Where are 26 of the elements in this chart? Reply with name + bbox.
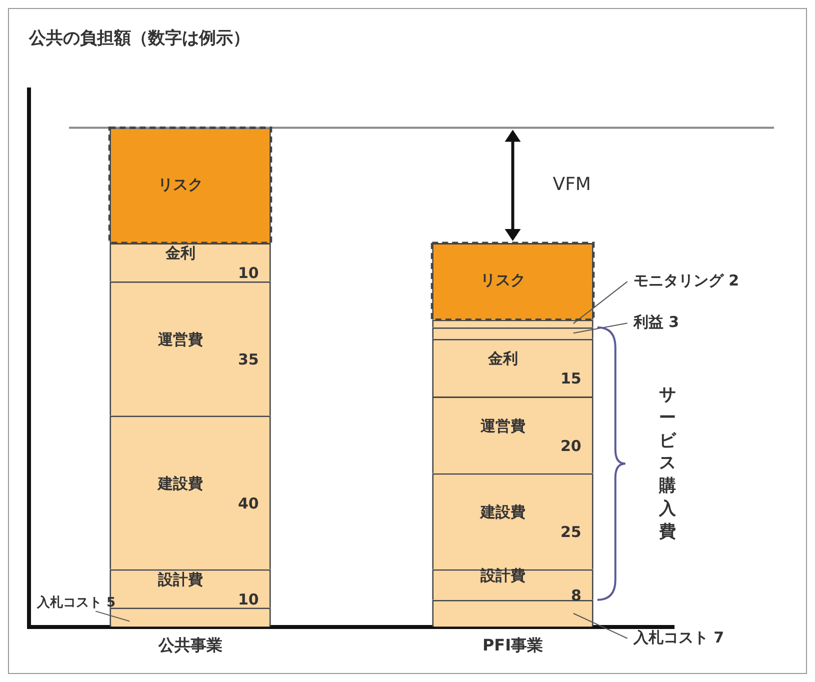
data-label: 10 — [238, 590, 259, 608]
text: 建設費 — [158, 474, 203, 492]
series-label: 運営費 — [479, 416, 526, 435]
annotation: VFM — [552, 174, 591, 196]
data-label: 25 — [560, 523, 582, 542]
series-label: 設計費 — [156, 570, 203, 588]
data-label: 10 — [238, 264, 259, 282]
data-label: 8 — [570, 586, 582, 604]
text: リスク — [158, 175, 203, 194]
chart-title: 公共の負担額（数字は例示） — [28, 28, 250, 49]
text: モニタリング 2 — [633, 271, 740, 290]
text: 利益 3 — [633, 313, 680, 332]
text: 設計費 — [480, 566, 526, 584]
data-label: 35 — [238, 350, 259, 368]
x-tick-label: PFI事業 — [482, 636, 544, 655]
series-label: リスク — [480, 271, 526, 290]
x-tick-label: 公共事業 — [157, 636, 222, 655]
text: 運営費 — [158, 330, 203, 348]
text: 金利 — [488, 350, 518, 368]
text: 入札コスト 7 — [633, 628, 724, 646]
annotation: サービス購入費 — [658, 384, 678, 544]
series-label: 金利 — [164, 244, 196, 262]
data-label: 15 — [560, 370, 582, 388]
series-label: 建設費 — [479, 503, 526, 522]
data-label: 40 — [238, 494, 259, 512]
data-label: 20 — [560, 436, 582, 455]
